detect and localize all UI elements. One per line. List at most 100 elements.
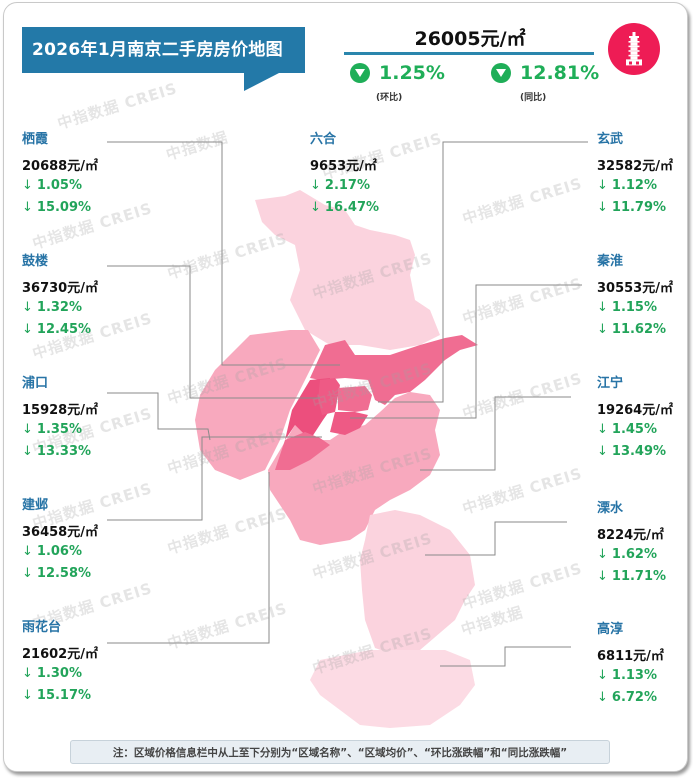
district-name: 建邺 bbox=[22, 498, 49, 513]
title-banner-tail bbox=[244, 73, 279, 91]
district-name: 浦口 bbox=[22, 376, 49, 391]
city-yoy-change: 12.81% bbox=[491, 62, 599, 84]
down-arrow-icon: ↓ bbox=[597, 200, 608, 215]
district-price: 15928元/㎡ bbox=[22, 403, 98, 418]
district-mom: ↓ 1.62% bbox=[597, 547, 658, 562]
district-card-lishui[interactable]: 溧水 8224元/㎡ ↓ 1.62% ↓ 11.71% bbox=[597, 497, 666, 588]
district-yoy: ↓ 16.47% bbox=[310, 200, 380, 215]
district-card-qixia[interactable]: 栖霞 20688元/㎡ ↓ 1.05% ↓ 15.09% bbox=[22, 128, 98, 219]
down-arrow-icon: ↓ bbox=[22, 444, 33, 459]
district-mom: ↓ 2.17% bbox=[310, 178, 371, 193]
district-price: 9653元/㎡ bbox=[310, 159, 377, 174]
district-mom: ↓ 1.12% bbox=[597, 178, 658, 193]
district-price: 32582元/㎡ bbox=[597, 159, 673, 174]
mom-change-value: 1.25% bbox=[379, 62, 445, 84]
district-yoy: ↓ 11.79% bbox=[597, 200, 667, 215]
district-card-jiangning[interactable]: 江宁 19264元/㎡ ↓ 1.45% ↓ 13.49% bbox=[597, 372, 673, 463]
district-name: 栖霞 bbox=[22, 132, 49, 147]
district-card-gaochun[interactable]: 高淳 6811元/㎡ ↓ 1.13% ↓ 6.72% bbox=[597, 618, 664, 709]
district-name: 溧水 bbox=[597, 501, 624, 516]
down-arrow-icon: ↓ bbox=[22, 422, 33, 437]
district-card-qinhuai[interactable]: 秦淮 30553元/㎡ ↓ 1.15% ↓ 11.62% bbox=[597, 250, 673, 341]
down-arrow-icon: ↓ bbox=[597, 690, 608, 705]
district-mom: ↓ 1.15% bbox=[597, 300, 658, 315]
district-name: 鼓楼 bbox=[22, 254, 49, 269]
down-arrow-icon: ↓ bbox=[597, 569, 608, 584]
down-arrow-icon: ↓ bbox=[22, 300, 33, 315]
district-card-gulou[interactable]: 鼓楼 36730元/㎡ ↓ 1.32% ↓ 12.45% bbox=[22, 250, 98, 341]
district-price: 8224元/㎡ bbox=[597, 528, 664, 543]
map-region-pukou[interactable] bbox=[195, 330, 320, 480]
map-region-xuanwu[interactable] bbox=[338, 386, 372, 412]
district-yoy: ↓ 12.58% bbox=[22, 566, 92, 581]
district-name: 江宁 bbox=[597, 376, 624, 391]
down-arrow-icon: ↓ bbox=[22, 178, 33, 193]
district-card-liuhe[interactable]: 六合 9653元/㎡ ↓ 2.17% ↓ 16.47% bbox=[310, 128, 379, 219]
district-price: 36730元/㎡ bbox=[22, 281, 98, 296]
district-yoy: ↓ 11.62% bbox=[597, 322, 667, 337]
down-arrow-icon: ↓ bbox=[597, 322, 608, 337]
pagoda-icon bbox=[626, 32, 642, 66]
down-arrow-icon: ↓ bbox=[310, 178, 321, 193]
district-yoy: ↓ 13.49% bbox=[597, 444, 667, 459]
district-mom: ↓ 1.06% bbox=[22, 544, 83, 559]
district-price: 30553元/㎡ bbox=[597, 281, 673, 296]
map-region-qixia[interactable] bbox=[310, 335, 478, 405]
map-region-gaochun[interactable] bbox=[310, 650, 475, 728]
down-arrow-icon: ↓ bbox=[597, 668, 608, 683]
district-mom: ↓ 1.30% bbox=[22, 666, 83, 681]
down-arrow-icon: ↓ bbox=[597, 178, 608, 193]
pagoda-badge bbox=[608, 23, 660, 75]
map-region-jiangning[interactable] bbox=[268, 392, 440, 545]
down-arrow-icon: ↓ bbox=[597, 547, 608, 562]
page-title: 2026年1月南京二手房房价地图 bbox=[22, 27, 305, 73]
district-price: 6811元/㎡ bbox=[597, 649, 664, 664]
down-arrow-icon: ↓ bbox=[22, 322, 33, 337]
district-price: 36458元/㎡ bbox=[22, 525, 98, 540]
down-arrow-icon: ↓ bbox=[22, 666, 33, 681]
down-arrow-icon: ↓ bbox=[597, 300, 608, 315]
district-yoy: ↓ 11.71% bbox=[597, 569, 667, 584]
map-region-gulou[interactable] bbox=[318, 378, 340, 415]
district-card-yuhuatai[interactable]: 雨花台 21602元/㎡ ↓ 1.30% ↓ 15.17% bbox=[22, 616, 98, 707]
map-region-yuhuatai[interactable] bbox=[275, 432, 330, 470]
mom-label: (环比) bbox=[376, 93, 403, 103]
city-mom-change: 1.25% bbox=[350, 62, 445, 84]
yoy-change-value: 12.81% bbox=[520, 62, 600, 84]
down-arrow-icon: ↓ bbox=[597, 444, 608, 459]
summary-divider bbox=[344, 52, 594, 55]
down-arrow-icon: ↓ bbox=[22, 544, 33, 559]
yoy-label: (同比) bbox=[520, 93, 547, 103]
map-region-lishui[interactable] bbox=[360, 510, 475, 655]
district-name: 雨花台 bbox=[22, 620, 62, 635]
map-region-liuhe[interactable] bbox=[255, 190, 440, 350]
down-arrow-circle-icon bbox=[350, 63, 370, 83]
district-card-pukou[interactable]: 浦口 15928元/㎡ ↓ 1.35% ↓ 13.33% bbox=[22, 372, 98, 463]
district-name: 高淳 bbox=[597, 622, 624, 637]
down-arrow-circle-icon bbox=[491, 63, 511, 83]
district-yoy: ↓ 15.09% bbox=[22, 200, 92, 215]
district-mom: ↓ 1.13% bbox=[597, 668, 658, 683]
district-mom: ↓ 1.32% bbox=[22, 300, 83, 315]
district-card-jianye[interactable]: 建邺 36458元/㎡ ↓ 1.06% ↓ 12.58% bbox=[22, 494, 98, 585]
district-card-xuanwu[interactable]: 玄武 32582元/㎡ ↓ 1.12% ↓ 11.79% bbox=[597, 128, 673, 219]
down-arrow-icon: ↓ bbox=[22, 566, 33, 581]
district-name: 秦淮 bbox=[597, 254, 624, 269]
district-yoy: ↓ 12.45% bbox=[22, 322, 92, 337]
district-mom: ↓ 1.35% bbox=[22, 422, 83, 437]
infographic-frame bbox=[3, 2, 688, 772]
district-mom: ↓ 1.05% bbox=[22, 178, 83, 193]
footnote: 注：区域价格信息栏中从上至下分别为“区域名称”、“区域均价”、“环比涨跌幅”和“… bbox=[70, 740, 610, 764]
district-yoy: ↓ 13.33% bbox=[22, 444, 92, 459]
district-yoy: ↓ 6.72% bbox=[597, 690, 658, 705]
district-mom: ↓ 1.45% bbox=[597, 422, 658, 437]
city-average-price: 26005元/㎡ bbox=[414, 28, 526, 50]
district-name: 六合 bbox=[310, 132, 337, 147]
district-name: 玄武 bbox=[597, 132, 624, 147]
district-price: 19264元/㎡ bbox=[597, 403, 673, 418]
district-price: 20688元/㎡ bbox=[22, 159, 98, 174]
down-arrow-icon: ↓ bbox=[310, 200, 321, 215]
district-yoy: ↓ 15.17% bbox=[22, 688, 92, 703]
